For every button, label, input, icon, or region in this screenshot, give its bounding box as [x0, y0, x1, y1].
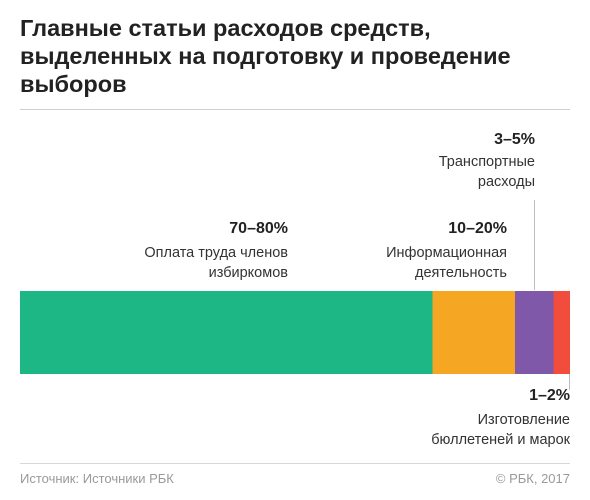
annotation-ballots-line-1: Изготовление [477, 412, 570, 428]
annotation-transport-value: 3–5% [494, 131, 535, 148]
source-note: Источник: Источники РБК [20, 471, 174, 486]
annotation-salaries-label: Оплата труда членов избиркомов [144, 243, 288, 283]
annotation-transport: 3–5% Транспортные расходы [439, 130, 535, 192]
annotation-information-label: Информационная деятельность [386, 243, 507, 283]
annotation-information-line-2: деятельность [415, 265, 507, 281]
ballots-leader-line [569, 374, 570, 390]
annotation-ballots-value: 1–2% [529, 387, 570, 404]
annotation-ballots: 1–2% Изготовление бюллетеней и марок [431, 386, 570, 450]
bar-segment-information [432, 291, 515, 374]
title-line-3: выборов [20, 71, 127, 97]
annotation-salaries-line-1: Оплата труда членов [144, 245, 288, 261]
bar-segment-salaries [20, 291, 433, 374]
annotation-information-line-1: Информационная [386, 245, 507, 261]
annotation-information: 10–20% Информационная деятельность [386, 219, 507, 283]
bottom-divider [20, 463, 570, 464]
annotation-ballots-label: Изготовление бюллетеней и марок [431, 410, 570, 450]
transport-leader-line [534, 200, 535, 290]
chart-title: Главные статьи расходов средств, выделен… [20, 14, 575, 98]
annotation-salaries-value: 70–80% [229, 220, 288, 237]
bar-segment-ballots [553, 291, 570, 374]
bar-segment-transport [515, 291, 554, 374]
annotation-information-value: 10–20% [448, 220, 507, 237]
top-divider [20, 109, 570, 110]
annotation-salaries: 70–80% Оплата труда членов избиркомов [144, 219, 288, 283]
annotation-ballots-line-2: бюллетеней и марок [431, 432, 570, 448]
title-line-2: выделенных на подготовку и проведение [20, 43, 511, 69]
title-line-1: Главные статьи расходов средств, [20, 15, 431, 41]
annotation-transport-line-2: расходы [477, 174, 535, 190]
copyright-note: © РБК, 2017 [495, 471, 570, 486]
annotation-transport-label: Транспортные расходы [439, 152, 535, 192]
annotation-transport-line-1: Транспортные [438, 154, 535, 170]
annotation-salaries-line-2: избиркомов [208, 265, 288, 281]
